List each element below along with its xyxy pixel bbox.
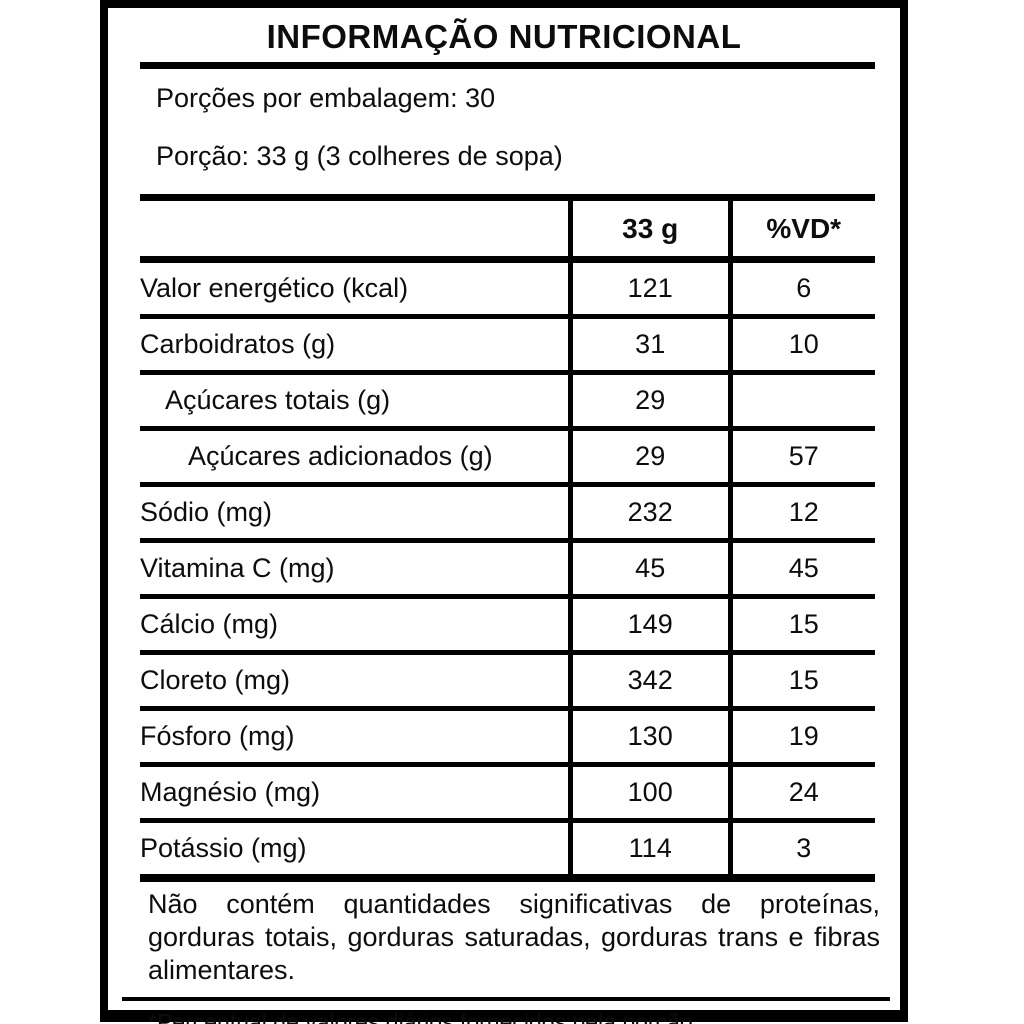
nutrient-vd: 12 xyxy=(727,484,875,543)
header-empty-cell xyxy=(140,197,571,263)
nutrient-vd: 19 xyxy=(727,708,875,767)
nutrient-table: 33 g %VD* Valor energético (kcal) 121 6 … xyxy=(140,194,875,882)
no-significant-amounts-note: Não contém quantidades significativas de… xyxy=(148,889,880,985)
nutrient-vd: 57 xyxy=(727,428,875,487)
table-row: Carboidratos (g) 31 10 xyxy=(140,316,875,375)
nutrient-name: Açúcares totais (g) xyxy=(140,372,571,431)
table-row: Fósforo (mg) 130 19 xyxy=(140,708,875,767)
table-row: Potássio (mg) 114 3 xyxy=(140,820,875,881)
nutrient-amount: 232 xyxy=(567,484,730,543)
nutrient-table-header: 33 g %VD* xyxy=(140,197,875,263)
nutrient-name: Carboidratos (g) xyxy=(140,316,571,375)
nutrient-amount: 121 xyxy=(567,259,730,319)
title-divider xyxy=(140,62,875,69)
nutrient-name: Cloreto (mg) xyxy=(140,652,571,711)
nutrition-label: INFORMAÇÃO NUTRICIONAL Porções por embal… xyxy=(100,0,908,1024)
nutrient-name: Sódio (mg) xyxy=(140,484,571,543)
table-row: Valor energético (kcal) 121 6 xyxy=(140,259,875,319)
table-row: Açúcares totais (g) 29 xyxy=(140,372,875,431)
header-vd-cell: %VD* xyxy=(727,197,875,263)
nutrient-amount: 100 xyxy=(567,764,730,823)
nutrient-amount: 31 xyxy=(567,316,730,375)
nutrient-amount: 342 xyxy=(567,652,730,711)
table-row: Magnésio (mg) 100 24 xyxy=(140,764,875,823)
nutrient-name: Valor energético (kcal) xyxy=(140,259,571,319)
nutrient-name: Potássio (mg) xyxy=(140,820,571,881)
servings-per-package-line: Porções por embalagem: 30 xyxy=(156,83,496,113)
nutrient-name: Fósforo (mg) xyxy=(140,708,571,767)
footnote-divider xyxy=(122,997,890,1001)
nutrient-vd: 15 xyxy=(727,596,875,655)
nutrient-vd: 24 xyxy=(727,764,875,823)
nutrient-name: Vitamina C (mg) xyxy=(140,540,571,599)
table-row: Vitamina C (mg) 45 45 xyxy=(140,540,875,599)
table-row: Cloreto (mg) 342 15 xyxy=(140,652,875,711)
table-row: Sódio (mg) 232 12 xyxy=(140,484,875,543)
table-row: Açúcares adicionados (g) 29 57 xyxy=(140,428,875,487)
table-row: Cálcio (mg) 149 15 xyxy=(140,596,875,655)
nutrient-amount: 29 xyxy=(567,428,730,487)
nutrition-label-title: INFORMAÇÃO NUTRICIONAL xyxy=(266,18,742,55)
header-amount-cell: 33 g xyxy=(567,197,730,263)
nutrient-vd: 6 xyxy=(727,259,875,319)
nutrient-vd: 10 xyxy=(727,316,875,375)
nutrient-vd: 15 xyxy=(727,652,875,711)
nutrient-vd: 45 xyxy=(727,540,875,599)
nutrient-name: Cálcio (mg) xyxy=(140,596,571,655)
daily-values-footnote: *Percentual de valores diários fornecido… xyxy=(148,1009,700,1024)
portion-size-line: Porção: 33 g (3 colheres de sopa) xyxy=(156,141,563,171)
nutrient-vd: 3 xyxy=(727,820,875,881)
nutrient-amount: 114 xyxy=(567,820,730,881)
nutrient-vd xyxy=(727,372,875,431)
header-row: 33 g %VD* xyxy=(140,197,875,263)
nutrient-name: Açúcares adicionados (g) xyxy=(140,428,571,487)
nutrient-amount: 149 xyxy=(567,596,730,655)
nutrient-name: Magnésio (mg) xyxy=(140,764,571,823)
nutrient-table-body: Valor energético (kcal) 121 6 Carboidrat… xyxy=(140,259,875,881)
nutrient-amount: 130 xyxy=(567,708,730,767)
nutrient-amount: 45 xyxy=(567,540,730,599)
nutrient-amount: 29 xyxy=(567,372,730,431)
